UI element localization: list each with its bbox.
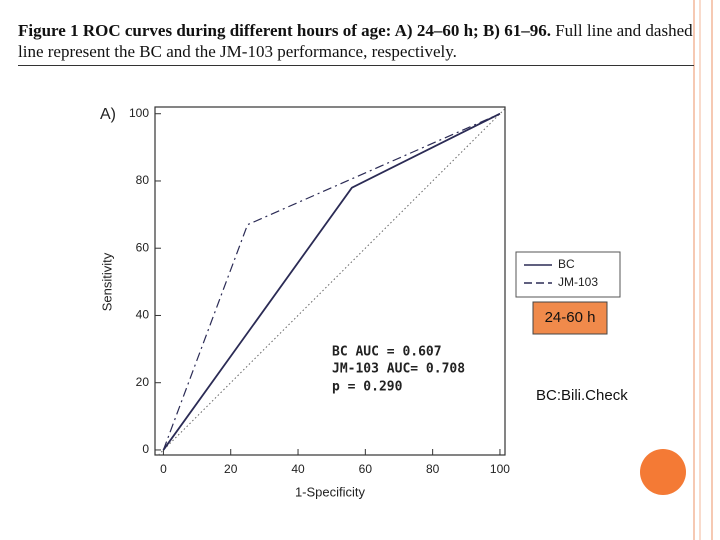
- plot-frame: [154, 106, 506, 456]
- chance-line: [158, 108, 506, 456]
- y-tick-label: 40: [136, 308, 150, 322]
- legend-box: [515, 251, 621, 298]
- x-tick-label: 60: [359, 462, 373, 476]
- x-tick-label: 80: [426, 462, 440, 476]
- deco-circle: [640, 449, 686, 495]
- x-tick-label: 100: [490, 462, 510, 476]
- y-tick-label: 0: [142, 442, 149, 456]
- period-box: [532, 301, 608, 335]
- y-tick-label: 60: [136, 240, 150, 254]
- x-tick-label: 0: [160, 462, 167, 476]
- x-tick-label: 20: [224, 462, 238, 476]
- y-tick-label: 20: [136, 375, 150, 389]
- annotation: JM-103 AUC= 0.708: [332, 362, 465, 377]
- caption: Figure 1 ROC curves during different hou…: [18, 20, 694, 66]
- panel-label: A): [100, 106, 116, 123]
- annotation: p = 0.290: [332, 380, 403, 395]
- legend-label: BC: [558, 257, 575, 271]
- x-tick-label: 40: [291, 462, 305, 476]
- caption-bold: Figure 1 ROC curves during different hou…: [18, 21, 551, 40]
- roc-line: [162, 112, 501, 451]
- x-axis-label: 1-Specificity: [295, 484, 366, 499]
- y-axis-label: Sensitivity: [99, 252, 114, 311]
- y-tick-label: 100: [129, 106, 149, 120]
- legend-label: JM-103: [558, 275, 598, 289]
- roc-line: [162, 113, 501, 451]
- caption-text: Full line and dashed line represent the …: [18, 21, 693, 61]
- footnote: BC:Bili.Check: [536, 387, 628, 404]
- annotation: BC AUC = 0.607: [332, 345, 442, 360]
- period-label: 24-60 h: [545, 309, 596, 326]
- y-tick-label: 80: [136, 173, 150, 187]
